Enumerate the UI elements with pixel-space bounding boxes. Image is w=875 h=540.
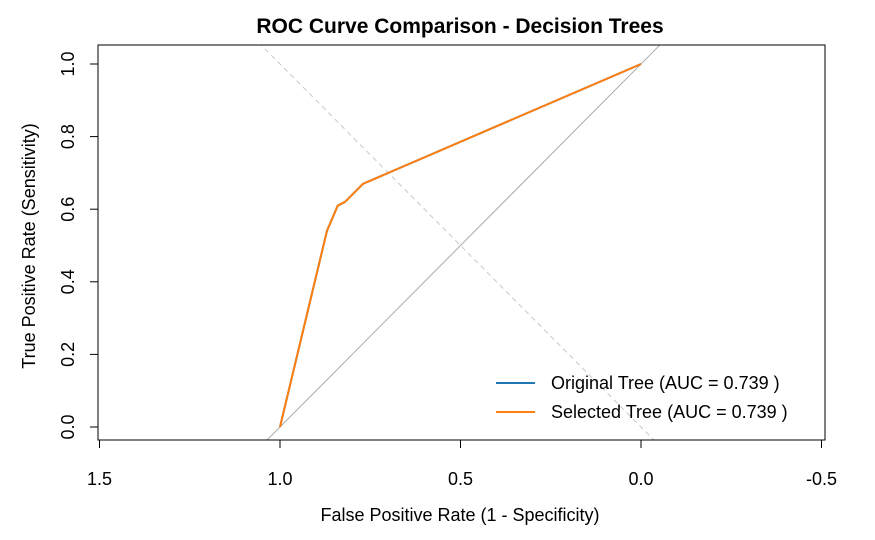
x-tick-label: 1.0 (267, 469, 292, 489)
x-axis: 1.5 1.0 0.5 0.0 -0.5 (87, 439, 837, 489)
x-tick-label: 0.5 (448, 469, 473, 489)
reference-lines (260, 45, 661, 440)
y-tick-label: 0.8 (58, 124, 78, 149)
series-line-2 (279, 63, 642, 428)
y-tick-label: 0.0 (58, 414, 78, 439)
reference-line-cross-diagonal (260, 45, 655, 440)
reference-line-chance-diagonal (266, 45, 661, 440)
y-tick-label: 0.2 (58, 342, 78, 367)
y-axis: 0.0 0.2 0.4 0.6 0.8 1.0 (58, 51, 99, 440)
y-tick-label: 0.4 (58, 269, 78, 294)
x-tick-label: -0.5 (806, 469, 837, 489)
legend-label-2: Selected Tree (AUC = 0.739 ) (551, 402, 788, 422)
y-axis-label: True Positive Rate (Sensitivity) (19, 123, 39, 368)
legend: Original Tree (AUC = 0.739 ) Selected Tre… (496, 373, 788, 422)
series-lines (279, 63, 642, 428)
x-tick-label: 1.5 (87, 469, 112, 489)
x-tick-label: 0.0 (628, 469, 653, 489)
chart-title: ROC Curve Comparison - Decision Trees (256, 15, 663, 38)
legend-label-1: Original Tree (AUC = 0.739 ) (551, 373, 780, 393)
plot-area (97, 44, 826, 441)
y-tick-label: 1.0 (58, 51, 78, 76)
y-tick-label: 0.6 (58, 197, 78, 222)
x-axis-label: False Positive Rate (1 - Specificity) (320, 505, 599, 525)
